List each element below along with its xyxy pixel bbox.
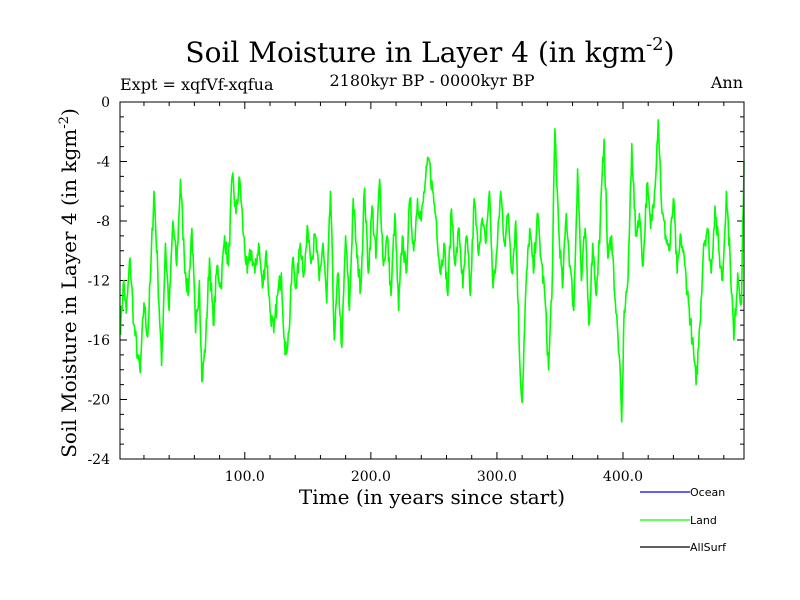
- x-tick-label: 300.0: [477, 469, 517, 485]
- x-axis-label: Time (in years since start): [299, 485, 565, 509]
- legend-label-ocean: Ocean: [690, 486, 725, 499]
- chart-title: Soil Moisture in Layer 4 (in kgm-2): [185, 34, 674, 69]
- series-line-land: [119, 119, 745, 423]
- y-axis-label: Soil Moisture in Layer 4 (in kgm-2): [57, 108, 81, 458]
- y-tick-label: -8: [96, 214, 110, 230]
- season-label: Ann: [710, 73, 743, 92]
- plot-frame: [119, 101, 745, 460]
- y-tick-label: -4: [96, 155, 110, 171]
- legend-label-allsurf: AllSurf: [690, 541, 727, 554]
- y-tick-label: -16: [87, 333, 110, 349]
- y-tick-label: 0: [101, 95, 110, 111]
- y-tick-label: -20: [87, 393, 110, 409]
- legend-label-land: Land: [690, 514, 717, 527]
- x-tick-label: 400.0: [603, 469, 643, 485]
- legend: Ocean Land AllSurf: [640, 486, 727, 554]
- y-tick-label: -24: [87, 452, 110, 468]
- x-tick-label: 200.0: [351, 469, 391, 485]
- x-tick-label: 100.0: [225, 469, 265, 485]
- y-tick-label: -12: [87, 274, 110, 290]
- series-layer: [119, 119, 745, 423]
- axis-ticks: 0 -4 -8 -12 -16 -20 -24 100.0 200.0 300.0 400.0: [87, 95, 744, 485]
- chart-subtitle: 2180kyr BP - 0000kyr BP: [330, 71, 535, 90]
- experiment-label: Expt = xqfVf-xqfua: [120, 75, 274, 94]
